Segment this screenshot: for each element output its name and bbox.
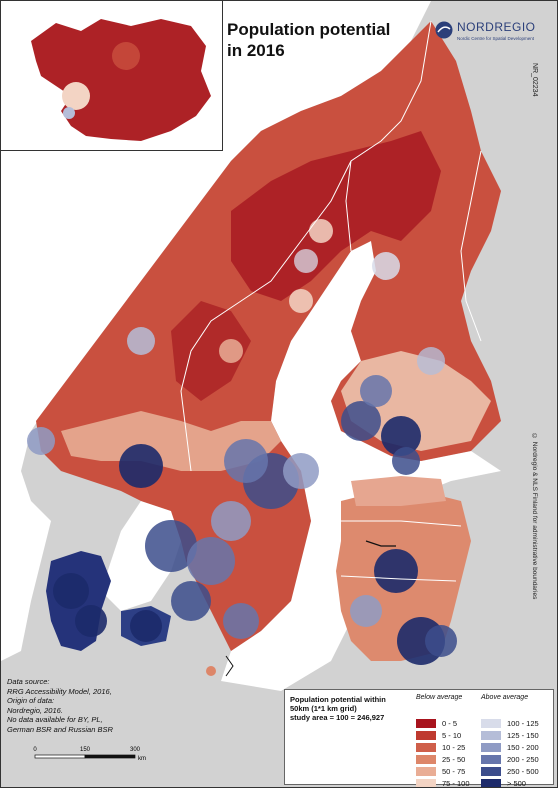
nordregio-logo-icon xyxy=(435,21,453,39)
legend-item: > 500 xyxy=(481,778,539,787)
scale-bar: 0 150 300 km xyxy=(27,741,157,773)
legend-above-column: 100 - 125 125 - 150 150 - 200 200 - 250 … xyxy=(481,718,539,787)
legend-item: 50 - 75 xyxy=(416,766,470,777)
russia-border xyxy=(365,540,396,547)
legend-swatch xyxy=(481,754,501,764)
legend-swatch xyxy=(416,766,436,776)
kaliningrad-border xyxy=(225,655,234,677)
legend-item: 0 - 5 xyxy=(416,718,470,729)
map-legend: Population potential within 50km (1*1 km… xyxy=(284,689,554,787)
map-id: NR_02234 xyxy=(531,63,538,97)
legend-title-line: study area = 100 = 246,927 xyxy=(290,713,385,722)
credit-text: © Nordregio & NLS Finland for administra… xyxy=(531,433,538,600)
legend-swatch xyxy=(481,742,501,752)
scale-bar-graphic: 0 150 300 km xyxy=(33,747,146,762)
legend-swatch xyxy=(481,730,501,740)
legend-swatch xyxy=(416,742,436,752)
legend-item: 200 - 250 xyxy=(481,754,539,765)
legend-below-average-label: Below average xyxy=(416,694,463,701)
legend-item: 10 - 25 xyxy=(416,742,470,753)
scale-tick-0: 0 xyxy=(33,747,37,753)
map-title: Population potential in 2016 xyxy=(227,19,427,61)
title-line-1: Population potential xyxy=(227,20,391,39)
legend-swatch xyxy=(416,754,436,764)
scale-unit: km xyxy=(138,756,146,762)
source-line: RRG Accessibility Model, 2016, xyxy=(7,686,112,696)
legend-title-line: 50km (1*1 km grid) xyxy=(290,704,357,713)
legend-item: 250 - 500 xyxy=(481,766,539,777)
legend-item: 25 - 50 xyxy=(416,754,470,765)
scale-tick-300: 300 xyxy=(130,747,141,753)
logo-subtitle: Nordic Centre for Spatial Development xyxy=(457,36,535,41)
legend-item: 100 - 125 xyxy=(481,718,539,729)
estonia-land xyxy=(351,476,446,506)
logo-name: NORDREGIO xyxy=(457,20,536,34)
iceland-inset xyxy=(1,1,223,151)
legend-title-line: Population potential within xyxy=(290,695,386,704)
legend-swatch xyxy=(481,718,501,728)
legend-item: 75 - 100 xyxy=(416,778,470,787)
legend-item: 150 - 200 xyxy=(481,742,539,753)
source-line: No data available for BY, PL, xyxy=(7,715,103,724)
legend-swatch xyxy=(481,778,501,787)
legend-item: 5 - 10 xyxy=(416,730,470,741)
source-line: German BSR and Russian BSR xyxy=(7,724,113,734)
north-interior-dark xyxy=(231,131,441,301)
baltic-sea xyxy=(221,241,501,691)
data-source: Data source: RRG Accessibility Model, 20… xyxy=(7,677,167,734)
legend-swatch xyxy=(416,718,436,728)
nordregio-logo: NORDREGIO Nordic Centre for Spatial Deve… xyxy=(435,19,553,53)
population-circles xyxy=(27,219,457,676)
scale-tick-150: 150 xyxy=(80,747,91,753)
title-line-2: in 2016 xyxy=(227,41,285,60)
source-line: Data source: xyxy=(7,677,50,686)
legend-above-average-label: Above average xyxy=(481,694,529,701)
source-line: Nordregio, 2016. xyxy=(7,705,63,715)
legend-swatch xyxy=(416,778,436,787)
norwegian-sea xyxy=(1,1,557,661)
iceland-map xyxy=(31,19,211,141)
legend-below-column: 0 - 5 5 - 10 10 - 25 25 - 50 50 - 75 75 … xyxy=(416,718,470,787)
north-dark-2 xyxy=(171,301,251,401)
legend-swatch xyxy=(481,766,501,776)
source-line: Origin of data: xyxy=(7,696,55,705)
legend-title: Population potential within 50km (1*1 km… xyxy=(290,695,420,722)
national-borders xyxy=(180,20,482,582)
legend-item: 125 - 150 xyxy=(481,730,539,741)
legend-swatch xyxy=(416,730,436,740)
